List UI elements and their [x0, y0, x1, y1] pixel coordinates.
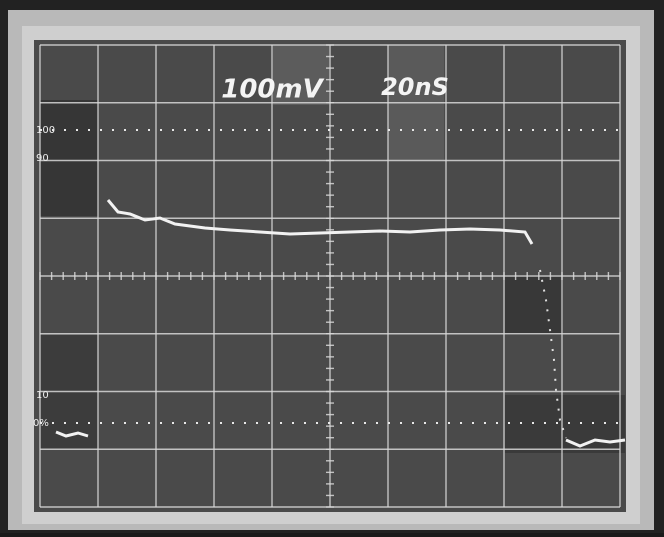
dark-patch [40, 100, 98, 216]
graticule-label: 90 [36, 153, 49, 164]
graticule-label: 100 [36, 125, 55, 136]
dark-patch [505, 395, 625, 453]
time-readout: 20nS [381, 73, 449, 101]
glow-patch [273, 45, 329, 105]
graticule-label: 0% [33, 418, 49, 429]
volts-readout: 100mV [221, 75, 324, 105]
graticule [39, 44, 621, 508]
trace-left [55, 430, 89, 438]
trace-top [106, 199, 534, 245]
dark-patch [40, 335, 98, 450]
trace-bottom [565, 438, 626, 448]
trace-fall [539, 269, 567, 439]
dark-patch [505, 275, 563, 335]
graticule-label: 10 [36, 390, 49, 401]
